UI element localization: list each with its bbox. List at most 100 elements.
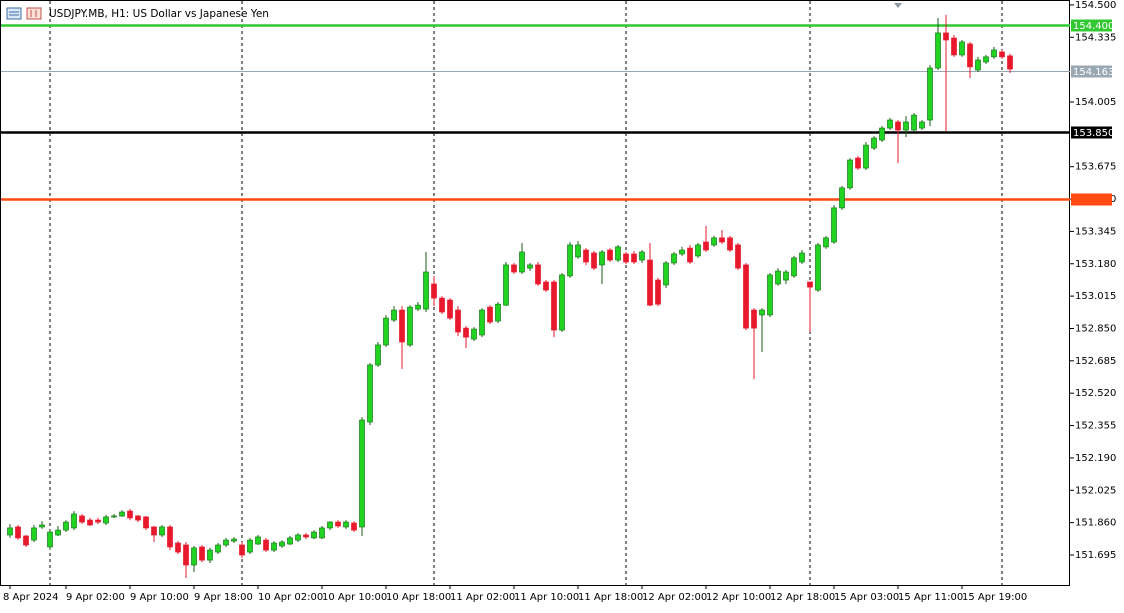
candle-body xyxy=(527,264,533,269)
price-level-tag xyxy=(1071,126,1112,139)
candle-body xyxy=(927,67,933,121)
y-tick-label: 152.355 xyxy=(1075,421,1116,432)
x-tick-label: 12 Apr 10:00 xyxy=(706,592,771,603)
candle-body xyxy=(503,264,509,306)
candle-body xyxy=(39,524,45,528)
candle-body xyxy=(655,279,661,305)
candle-body xyxy=(63,521,69,531)
candle-body xyxy=(735,244,741,269)
candle-body xyxy=(919,121,925,129)
candle-body xyxy=(839,187,845,209)
candle-body xyxy=(167,526,173,548)
candle-body xyxy=(991,49,997,58)
candle-body xyxy=(487,306,493,323)
candle-body xyxy=(591,252,597,269)
candle-body xyxy=(575,244,581,258)
candle-body xyxy=(119,511,125,517)
candle-body xyxy=(567,244,573,277)
candle-body xyxy=(719,237,725,243)
candle-body xyxy=(727,237,733,251)
candle-body xyxy=(279,541,285,547)
candle-body xyxy=(271,542,277,551)
plot-frame xyxy=(0,0,1070,586)
candle-body xyxy=(255,536,261,545)
candle-body xyxy=(807,281,813,288)
y-tick-label: 152.520 xyxy=(1075,388,1116,399)
candle-body xyxy=(191,547,197,566)
candle-body xyxy=(519,251,525,273)
candle-body xyxy=(247,539,253,553)
candle-body xyxy=(831,207,837,243)
candle-body xyxy=(711,237,717,246)
y-tick-label: 154.335 xyxy=(1075,32,1116,43)
candle-body xyxy=(343,521,349,528)
price-level-label: 154.163 xyxy=(1073,67,1114,78)
x-tick-label: 15 Apr 03:00 xyxy=(834,592,899,603)
x-tick-label: 8 Apr 2024 xyxy=(3,592,58,603)
candle-body xyxy=(975,59,981,71)
candle-body xyxy=(607,249,613,261)
x-tick-label: 12 Apr 02:00 xyxy=(642,592,707,603)
price-level-tag xyxy=(1071,193,1112,206)
candle-body xyxy=(879,127,885,141)
y-tick-label: 153.675 xyxy=(1075,162,1116,173)
candle-body xyxy=(1007,55,1013,70)
candle-body xyxy=(23,535,29,546)
candle-body xyxy=(855,157,861,169)
candle-body xyxy=(983,56,989,63)
icon xyxy=(6,7,22,20)
chart-title: USDJPY.MB, H1: US Dollar vs Japanese Yen xyxy=(49,8,269,20)
candle-body xyxy=(751,309,757,329)
candle-body xyxy=(767,274,773,316)
candle-body xyxy=(335,521,341,527)
candle-body xyxy=(847,159,853,189)
candle-body xyxy=(351,522,357,531)
candle-body xyxy=(87,519,93,526)
x-tick-label: 9 Apr 18:00 xyxy=(194,592,253,603)
candle-body xyxy=(959,41,965,56)
candle-body xyxy=(799,252,805,263)
candle-body xyxy=(791,257,797,277)
candle-body xyxy=(815,244,821,291)
y-tick-label: 153.180 xyxy=(1075,259,1116,270)
y-tick-label: 152.190 xyxy=(1075,453,1116,464)
candle-body xyxy=(703,241,709,251)
candle-body xyxy=(743,264,749,329)
vertical-separators xyxy=(49,1,1003,585)
candle-body xyxy=(175,542,181,553)
x-tick-label: 15 Apr 11:00 xyxy=(898,592,963,603)
price-level-label: 153.850 xyxy=(1073,128,1114,139)
candle-body xyxy=(943,32,949,41)
candle-body xyxy=(871,137,877,149)
y-tick-label: 153.015 xyxy=(1075,291,1116,302)
candle-body xyxy=(639,251,645,261)
candle-body xyxy=(311,531,317,539)
candle-body xyxy=(391,309,397,321)
candle-body xyxy=(231,538,237,542)
candle-body xyxy=(15,526,21,539)
candle-body xyxy=(863,144,869,169)
candle-body xyxy=(319,527,325,539)
candle-body xyxy=(399,309,405,343)
y-tick-label: 152.685 xyxy=(1075,356,1116,367)
candle-body xyxy=(903,121,909,131)
candle-body xyxy=(135,515,141,521)
candle-body xyxy=(143,516,149,529)
toolbar-icons xyxy=(6,7,42,20)
candle-body xyxy=(79,515,85,523)
candle-body xyxy=(583,249,589,263)
candle-body xyxy=(431,283,437,299)
y-tick-label: 154.500 xyxy=(1075,0,1116,11)
x-tick-label: 10 Apr 02:00 xyxy=(258,592,323,603)
candle-body xyxy=(895,121,901,131)
x-tick-label: 9 Apr 10:00 xyxy=(130,592,189,603)
candle-body xyxy=(367,364,373,423)
candle-body xyxy=(471,328,477,340)
candle-body xyxy=(295,534,301,541)
candle-body xyxy=(551,281,557,331)
candle-body xyxy=(447,299,453,319)
candle-body xyxy=(783,271,789,281)
x-tick-label: 12 Apr 18:00 xyxy=(770,592,835,603)
candle-body xyxy=(375,344,381,366)
y-tick-label: 151.695 xyxy=(1075,550,1116,561)
